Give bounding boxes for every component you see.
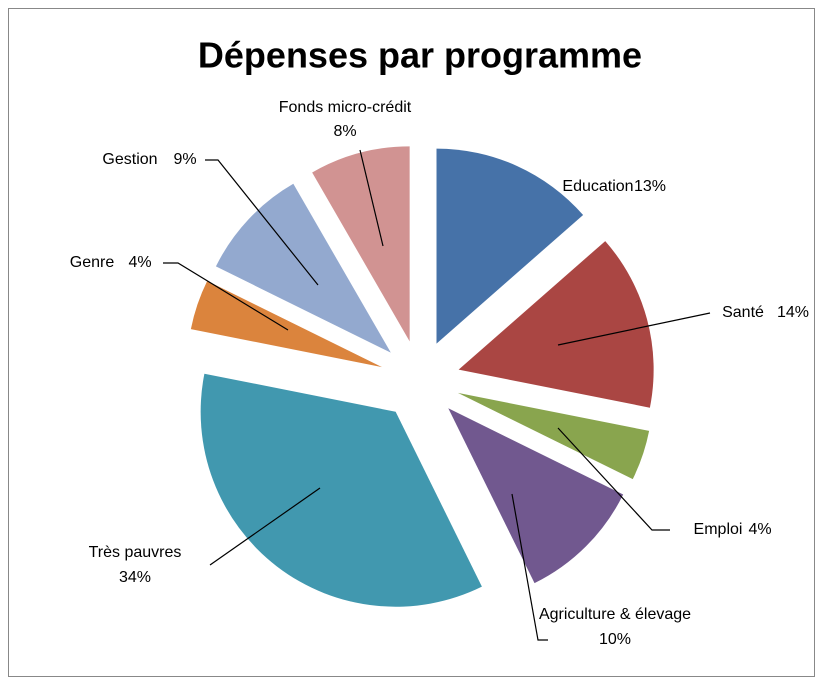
leader-line <box>557 312 711 346</box>
pie-slice <box>200 373 482 607</box>
slice-label: Très pauvres <box>89 544 182 561</box>
slice-label: Genre <box>70 254 115 271</box>
chart-title: Dépenses par programme <box>198 35 642 76</box>
leader-line <box>209 487 321 566</box>
leader-line <box>359 149 384 247</box>
slice-label: Fonds micro-crédit <box>279 99 412 116</box>
slice-label: Emploi <box>694 521 743 538</box>
value-label: 4% <box>128 254 151 271</box>
slice-label: Gestion <box>102 151 157 168</box>
pie-slice <box>436 148 584 344</box>
value-label: 9% <box>173 151 196 168</box>
pie-slice <box>312 146 410 342</box>
value-label: 10% <box>599 631 631 648</box>
pie-slice <box>215 183 391 353</box>
pie-slice <box>458 241 654 408</box>
leader-line <box>205 159 319 286</box>
value-label: 13% <box>634 178 666 195</box>
leader-line <box>557 427 670 531</box>
value-label: 14% <box>777 304 809 321</box>
pie-slice <box>190 280 383 368</box>
slice-label: Education <box>562 178 633 195</box>
leader-line <box>163 262 289 331</box>
value-label: 4% <box>748 521 771 538</box>
value-label: 34% <box>119 569 151 586</box>
pie-slice <box>457 392 650 480</box>
pie-slice <box>448 408 624 584</box>
value-label: 8% <box>333 123 356 140</box>
slice-label: Agriculture & élevage <box>539 606 691 623</box>
leader-line <box>511 493 548 641</box>
slice-label: Santé <box>722 304 764 321</box>
